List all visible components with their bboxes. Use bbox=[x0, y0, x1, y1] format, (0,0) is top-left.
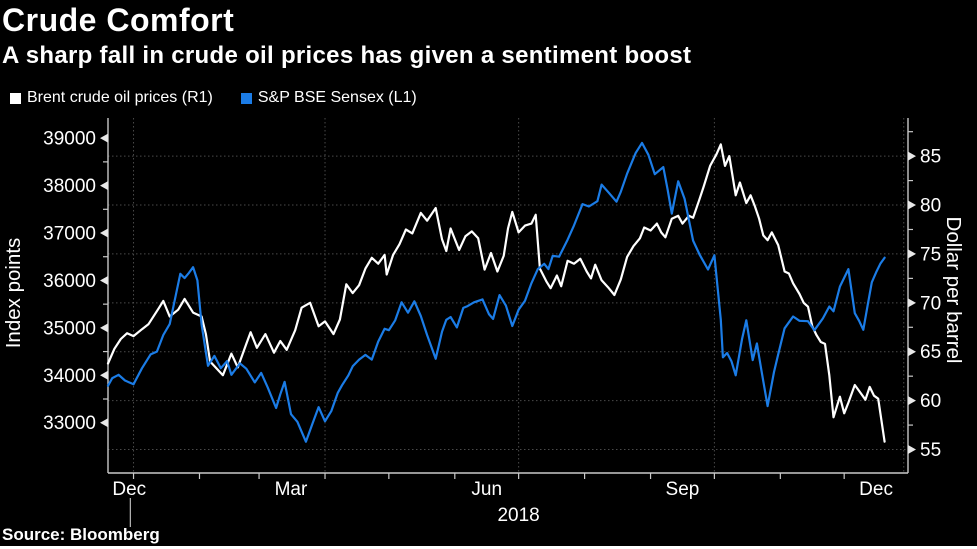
left-axis-tick bbox=[100, 323, 108, 333]
right-axis-tick-label: 85 bbox=[920, 147, 941, 168]
legend-swatch-sensex-icon bbox=[240, 92, 252, 104]
right-axis-tick-label: 55 bbox=[920, 440, 941, 461]
left-axis-tick bbox=[100, 275, 108, 285]
series-line-sensex bbox=[106, 141, 886, 443]
right-axis-tick-label: 65 bbox=[920, 342, 941, 363]
left-axis-tick-label: 35000 bbox=[43, 318, 96, 339]
x-axis-month-label: Dec bbox=[112, 479, 146, 500]
left-axis-tick-label: 36000 bbox=[43, 271, 96, 292]
bottom-rule bbox=[0, 546, 977, 549]
right-axis-title: Dollar per barrel bbox=[942, 217, 965, 364]
right-axis-tick-label: 75 bbox=[920, 244, 941, 265]
left-axis-tick bbox=[100, 370, 108, 380]
right-axis-tick bbox=[908, 445, 916, 455]
left-axis-title: Index points bbox=[2, 238, 25, 349]
legend-item-sensex: S&P BSE Sensex (L1) bbox=[240, 89, 417, 107]
x-axis-year-label: 2018 bbox=[497, 505, 539, 526]
left-axis-tick-label: 34000 bbox=[43, 366, 96, 387]
right-axis-tick bbox=[908, 298, 916, 308]
legend-swatch-brent-icon bbox=[10, 92, 21, 104]
left-axis-tick-label: 33000 bbox=[43, 413, 96, 434]
x-axis-month-label: Dec bbox=[859, 479, 893, 500]
left-axis-tick bbox=[100, 228, 108, 238]
right-axis-tick bbox=[908, 151, 916, 161]
chart-title: Crude Comfort bbox=[2, 2, 235, 38]
chart-subtitle: A sharp fall in crude oil prices has giv… bbox=[2, 42, 692, 69]
right-axis-tick-label: 60 bbox=[920, 391, 941, 412]
left-axis-tick bbox=[100, 418, 108, 428]
right-axis-tick-label: 70 bbox=[920, 293, 941, 314]
x-axis-month-label: Sep bbox=[666, 479, 700, 500]
left-axis-tick bbox=[100, 181, 108, 191]
right-axis-tick bbox=[908, 347, 916, 357]
source-line: Source: Bloomberg bbox=[2, 525, 160, 544]
series-line-brent bbox=[106, 143, 886, 443]
legend-label-sensex: S&P BSE Sensex (L1) bbox=[257, 89, 417, 106]
left-axis-tick-label: 37000 bbox=[43, 224, 96, 245]
right-axis-tick bbox=[908, 396, 916, 406]
legend-item-brent: Brent crude oil prices (R1) bbox=[10, 89, 213, 107]
chart-legend: Brent crude oil prices (R1) S&P BSE Sens… bbox=[10, 89, 417, 107]
left-axis-tick-label: 39000 bbox=[43, 129, 96, 150]
left-axis-tick-label: 38000 bbox=[43, 176, 96, 197]
x-axis-month-label: Mar bbox=[275, 479, 308, 500]
right-axis-tick-label: 80 bbox=[920, 196, 941, 217]
right-axis-tick bbox=[908, 200, 916, 210]
x-axis-month-label: Jun bbox=[471, 479, 502, 500]
legend-label-brent: Brent crude oil prices (R1) bbox=[27, 89, 213, 106]
left-axis-tick bbox=[100, 133, 108, 143]
right-axis-tick bbox=[908, 249, 916, 259]
